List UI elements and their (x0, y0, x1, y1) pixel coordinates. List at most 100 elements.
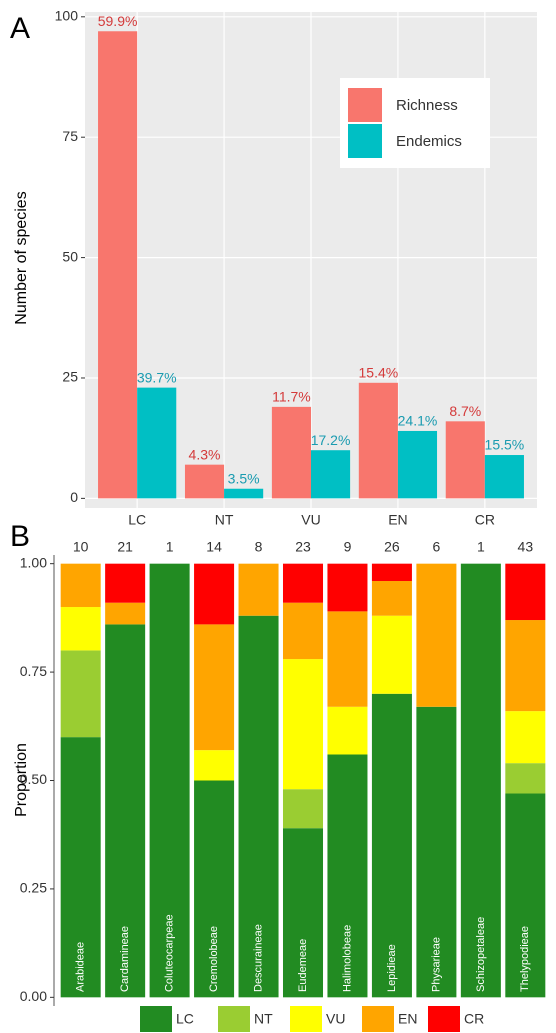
percent-label: 39.7% (137, 369, 177, 385)
percent-label: 11.7% (272, 389, 311, 405)
legend-key (348, 88, 382, 122)
category-label: Cardamineae (119, 926, 131, 992)
count-label: 43 (518, 539, 534, 555)
count-label: 21 (117, 539, 133, 555)
percent-label: 17.2% (311, 432, 351, 448)
y-tick-label: 1.00 (20, 554, 47, 570)
legend-label: VU (326, 1011, 345, 1027)
y-tick-label: 0.25 (20, 880, 47, 896)
bar-segment (371, 581, 412, 616)
legend-label: Richness (396, 97, 458, 114)
category-label: Arabideae (75, 942, 87, 992)
y-tick-label: 0.50 (20, 771, 47, 787)
bar-segment (282, 602, 324, 660)
bar (445, 421, 485, 499)
y-tick-label: 100 (55, 8, 79, 24)
bar-segment (505, 620, 546, 712)
bar-segment (416, 706, 457, 998)
category-label: Halimolobeae (341, 925, 353, 992)
bar-segment (371, 615, 412, 694)
legend-label: EN (398, 1011, 417, 1027)
legend-key (428, 1006, 460, 1032)
y-tick-label: 0.00 (20, 988, 47, 1004)
category-label: Physarieae (430, 937, 442, 992)
count-label: 9 (344, 539, 352, 555)
bar-segment (327, 754, 368, 998)
bar-segment (105, 563, 146, 603)
count-label: 26 (384, 539, 400, 555)
bar (358, 382, 398, 499)
bar (137, 387, 177, 499)
bar-segment (194, 750, 235, 781)
bar-segment (149, 563, 190, 998)
bar-segment (282, 828, 324, 998)
legend-label: Endemics (396, 133, 462, 150)
bar-segment (505, 763, 546, 794)
bar-segment (416, 563, 457, 707)
bar-segment (60, 650, 101, 738)
bar-segment (327, 563, 368, 612)
panel-label: B (10, 520, 30, 553)
bar (311, 450, 351, 499)
bar-segment (327, 706, 368, 755)
count-label: 1 (166, 539, 174, 555)
bar (98, 31, 138, 499)
percent-label: 3.5% (228, 470, 260, 486)
category-label: Schizopetaleae (475, 917, 487, 992)
legend-key (362, 1006, 394, 1032)
count-label: 14 (206, 539, 222, 555)
bar-segment (460, 563, 501, 998)
y-tick-label: 0.75 (20, 663, 47, 679)
y-tick-label: 75 (62, 128, 78, 144)
legend-key (140, 1006, 172, 1032)
bar-segment (282, 789, 324, 829)
x-tick-label: VU (301, 512, 320, 528)
percent-label: 4.3% (189, 446, 221, 462)
bar (224, 488, 264, 499)
category-label: Descuraineae (252, 924, 264, 992)
x-tick-label: NT (215, 512, 234, 528)
legend-key (218, 1006, 250, 1032)
count-label: 10 (73, 539, 89, 555)
bar (184, 464, 225, 499)
y-axis-title: Number of species (13, 191, 30, 324)
legend-label: NT (254, 1011, 273, 1027)
category-label: Eudemeae (297, 939, 309, 992)
bar-segment (282, 659, 324, 790)
bar-segment (238, 615, 279, 998)
legend-key (290, 1006, 322, 1032)
y-tick-label: 0 (70, 489, 78, 505)
y-axis-title: Proportion (13, 743, 30, 817)
legend-label: CR (464, 1011, 484, 1027)
percent-label: 24.1% (398, 413, 438, 429)
panel-label: A (10, 12, 30, 45)
bar-segment (238, 563, 279, 616)
bar-segment (282, 563, 324, 603)
category-label: Lepidieae (386, 944, 398, 992)
count-label: 1 (477, 539, 485, 555)
bar-segment (105, 602, 146, 625)
percent-label: 8.7% (449, 403, 481, 419)
y-tick-label: 25 (62, 369, 78, 385)
bar-segment (194, 624, 235, 751)
legend-key (348, 124, 382, 158)
percent-label: 59.9% (98, 13, 138, 29)
count-label: 6 (432, 539, 440, 555)
count-label: 8 (255, 539, 263, 555)
bar-segment (327, 611, 368, 707)
bar-segment (505, 711, 546, 764)
legend-label: LC (176, 1011, 194, 1027)
percent-label: 15.5% (485, 437, 525, 453)
bar-segment (60, 607, 101, 651)
category-label: Cremolobeae (208, 926, 220, 992)
bar (271, 406, 311, 499)
bar-segment (505, 793, 546, 998)
count-label: 23 (295, 539, 311, 555)
y-tick-label: 50 (62, 248, 78, 264)
bar-segment (105, 624, 146, 998)
percent-label: 15.4% (359, 364, 399, 380)
bar-segment (194, 780, 235, 998)
x-tick-label: CR (475, 512, 495, 528)
category-label: Thelypodieae (519, 926, 531, 992)
